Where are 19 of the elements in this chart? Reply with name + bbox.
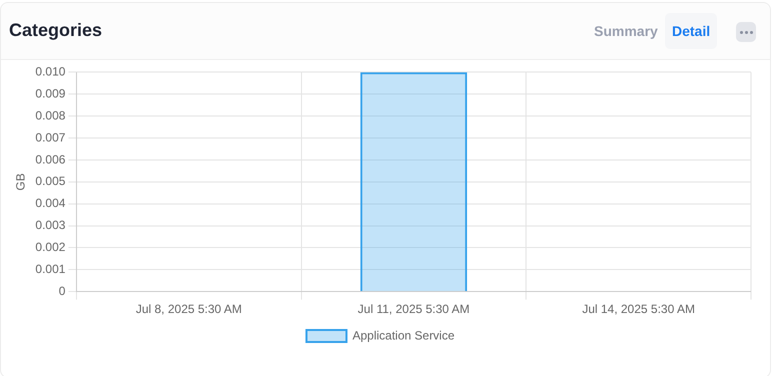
y-tick-label: 0.001 [35, 262, 66, 276]
y-tick-label: 0.010 [35, 64, 66, 79]
y-axis-title: GB [14, 173, 28, 191]
text: Detail [665, 13, 718, 49]
y-tick-label: 0 [58, 284, 66, 298]
y-tick-label: 0.009 [35, 86, 66, 100]
y-tick-label: 0.007 [35, 130, 66, 144]
x-tick-label: Jul 8, 2025 5:30 AM [136, 302, 242, 316]
y-tick-label: 0.005 [35, 174, 66, 188]
y-tick-label: 0.003 [35, 218, 66, 232]
legend-label: Application Service [352, 328, 455, 342]
y-tick-label: 0.006 [35, 152, 66, 166]
chart-title: Categories [9, 20, 102, 41]
x-tick-label: Jul 14, 2025 5:30 AM [582, 302, 695, 316]
x-tick-label: Jul 11, 2025 5:30 AM [358, 302, 470, 316]
y-tick-label: 0.008 [35, 108, 66, 122]
y-tick-label: 0.002 [35, 240, 66, 254]
text: Summary [594, 23, 658, 39]
y-tick-label: 0.004 [35, 196, 66, 210]
